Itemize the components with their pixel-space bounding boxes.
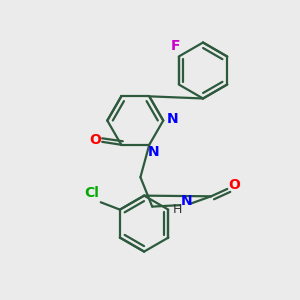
Text: N: N: [180, 194, 192, 208]
Text: F: F: [171, 39, 181, 53]
Text: H: H: [172, 203, 182, 216]
Text: O: O: [229, 178, 241, 191]
Text: N: N: [166, 112, 178, 126]
Text: Cl: Cl: [85, 186, 99, 200]
Text: N: N: [148, 145, 160, 159]
Text: O: O: [89, 133, 101, 147]
